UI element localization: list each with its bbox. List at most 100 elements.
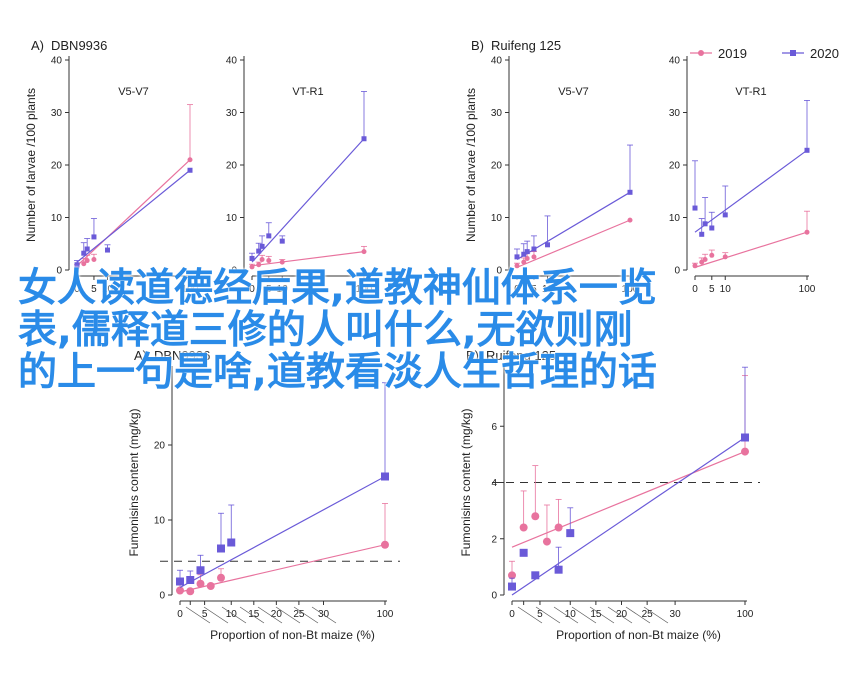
point-2019 (196, 579, 205, 588)
x-axis-label: Proportion of non-Bt maize (%) (210, 628, 375, 642)
y-tick-label: 10 (491, 213, 503, 224)
fit-line-2020 (511, 437, 746, 596)
point-2020 (196, 566, 205, 575)
point-2019 (722, 254, 728, 260)
panel-subtitle: V5-V7 (118, 86, 149, 98)
x-tick-label: 0 (509, 609, 515, 620)
axis-break-line (221, 606, 247, 624)
axis-break-line (293, 606, 319, 624)
point-2020 (227, 538, 236, 547)
panel-subtitle: VT-R1 (735, 86, 766, 98)
point-2019 (804, 229, 810, 235)
x-tick-label: 100 (799, 284, 816, 295)
y-tick-label: 20 (226, 161, 238, 172)
point-2020 (361, 136, 367, 142)
point-2019 (249, 264, 255, 270)
point-2020 (709, 225, 715, 231)
axis-break-line (311, 606, 337, 624)
fit-line-2019 (251, 251, 365, 267)
point-2019 (508, 571, 516, 580)
legend-label-2020: 2020 (810, 46, 839, 61)
point-2020 (84, 246, 90, 252)
panel-title: Ruifeng 125 (491, 38, 561, 53)
y-tick-label: 40 (669, 56, 681, 67)
point-2019 (709, 252, 715, 258)
point-2019 (84, 258, 90, 264)
point-2019 (521, 259, 527, 265)
point-2020 (524, 249, 530, 255)
x-tick-label: 15 (590, 609, 602, 620)
x-tick-label: 30 (670, 609, 682, 620)
y-tick-label: 0 (491, 591, 497, 602)
point-2019 (256, 262, 262, 268)
x-tick-label: 5 (531, 284, 537, 295)
x-tick-label: 0 (177, 609, 183, 620)
panel-letter: A) (134, 348, 147, 363)
y-axis-label: Number of larvae /100 plants (464, 88, 478, 242)
axis-break-line (643, 606, 669, 624)
point-2020 (692, 205, 698, 211)
point-2020 (545, 242, 551, 248)
point-2019 (176, 586, 184, 595)
fit-line-2020 (251, 138, 365, 263)
y-tick-label: 30 (226, 108, 238, 119)
point-2020 (702, 221, 708, 227)
point-2020 (531, 571, 540, 580)
panel-letter: A) (31, 38, 44, 53)
x-tick-label: 5 (709, 284, 715, 295)
x-tick-label: 0 (74, 284, 80, 295)
axis-break-line (517, 606, 543, 624)
x-tick-label: 15 (248, 609, 260, 620)
fit-line-2020 (76, 169, 191, 263)
point-2019 (741, 447, 749, 456)
y-tick-label: 0 (231, 266, 237, 277)
point-2019 (554, 523, 563, 532)
x-tick-label: 100 (356, 284, 373, 295)
fit-line-2019 (76, 159, 191, 267)
axis-break-line (589, 606, 615, 624)
y-tick-label: 0 (56, 266, 62, 277)
point-2020 (554, 565, 563, 574)
point-2019 (531, 254, 537, 260)
y-tick-label: 40 (51, 56, 63, 67)
point-2019 (514, 263, 520, 269)
x-tick-label: 10 (102, 284, 114, 295)
point-2019 (361, 249, 367, 255)
x-tick-label: 20 (616, 609, 628, 620)
x-tick-label: 5 (202, 609, 208, 620)
point-2020 (279, 238, 285, 244)
point-2019 (381, 540, 389, 549)
y-tick-label: 10 (669, 213, 681, 224)
point-2020 (91, 234, 97, 240)
axis-break-line (625, 606, 651, 624)
y-axis-label: Fumonisins content (mg/kg) (127, 408, 141, 556)
point-2020 (81, 250, 87, 256)
fit-line-2019 (694, 231, 808, 268)
fit-line-2020 (694, 149, 808, 233)
panel-letter: B) (466, 348, 479, 363)
y-tick-label: 0 (674, 266, 680, 277)
overlay-caption: 女人读道德经后果,道教神仙体系一览 表,儒释道三修的人叫什么,无欲则刚 的上一句… (18, 268, 826, 394)
y-tick-label: 10 (51, 213, 63, 224)
legend-marker-2020 (790, 50, 796, 56)
legend-marker-2019 (698, 50, 704, 56)
point-2020 (249, 255, 255, 261)
point-2019 (81, 261, 87, 267)
point-2019 (699, 259, 705, 265)
point-2020 (105, 247, 111, 253)
y-tick-label: 4 (491, 478, 497, 489)
fit-line-2020 (179, 475, 386, 589)
point-2020 (699, 231, 705, 237)
x-tick-label: 10 (226, 609, 238, 620)
fit-line-2019 (511, 451, 746, 548)
point-2020 (187, 167, 193, 173)
y-tick-label: 10 (226, 213, 238, 224)
point-2020 (508, 582, 516, 591)
y-tick-label: 0 (496, 266, 502, 277)
x-tick-label: 100 (622, 284, 639, 295)
point-2019 (627, 217, 633, 223)
y-axis-label: Number of larvae /100 plants (24, 88, 38, 242)
y-tick-label: 20 (491, 161, 503, 172)
point-2020 (519, 548, 528, 557)
